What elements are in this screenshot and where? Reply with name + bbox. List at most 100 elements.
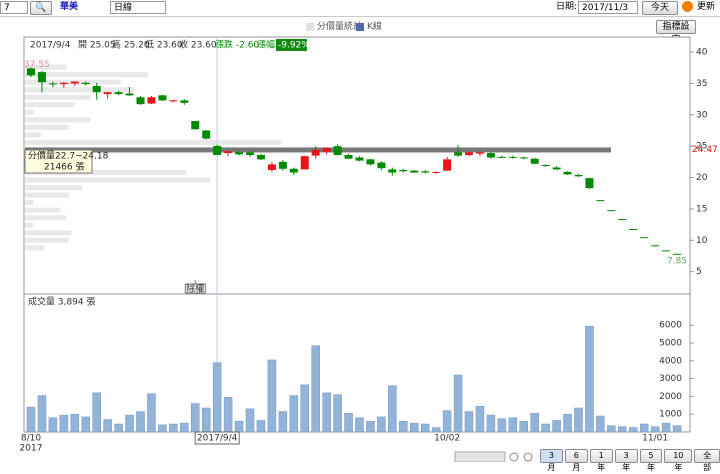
price-volume-bar [25, 79, 121, 85]
range-button[interactable]: 5年 [639, 449, 663, 472]
header-value: 收 23.60 [179, 39, 217, 51]
candle-body [125, 93, 134, 96]
candle-body [256, 154, 265, 160]
candle-body [629, 229, 638, 230]
period-select[interactable]: 日線 [110, 1, 166, 14]
y-tick-label: 20 [696, 173, 708, 183]
price-volume-bar [25, 222, 34, 228]
volume-bar [311, 345, 320, 433]
search-button[interactable]: 🔍 [30, 1, 52, 15]
volume-bar [431, 427, 441, 433]
stock-code[interactable]: 7 [0, 1, 28, 14]
volume-bar [563, 413, 572, 433]
refresh-button[interactable]: 更新 [697, 2, 716, 12]
range-button[interactable]: 6月 [564, 449, 588, 472]
legend-label: 分價量統計 [317, 22, 363, 32]
candle-body [465, 152, 473, 155]
header-value: 高 25.20 [112, 39, 150, 51]
plot-frame [23, 36, 691, 433]
volume-tick-label: 1000 [659, 410, 682, 420]
volume-bar [333, 394, 342, 433]
volume-bar [201, 407, 211, 433]
volume-bar [92, 392, 101, 433]
candle-body [596, 200, 605, 202]
volume-tick-label: 2000 [659, 392, 682, 402]
volume-bar [256, 420, 266, 433]
volume-bar [574, 407, 583, 433]
candle-body [180, 100, 189, 103]
candle-body [651, 245, 660, 247]
candle-body [410, 170, 419, 173]
volume-bar [650, 426, 660, 433]
y-tick-label: 25 [696, 142, 707, 152]
volume-bar [48, 417, 58, 433]
volume-bar [103, 419, 112, 433]
today-button[interactable]: 今天 [642, 1, 678, 15]
volume-bar [596, 415, 605, 433]
range-button[interactable]: 3月 [540, 449, 563, 472]
candle-body [366, 159, 375, 165]
volume-bar [639, 423, 649, 433]
price-volume-bar [25, 72, 148, 78]
candle-body [278, 161, 287, 169]
candle-body [486, 153, 495, 158]
candle-body [224, 151, 233, 154]
candle-body [640, 237, 649, 239]
candle-body [202, 130, 211, 139]
candle-body [508, 156, 517, 158]
change-pct-box [276, 39, 307, 51]
candle-body [114, 92, 123, 95]
volume-bar [629, 427, 638, 433]
candle-body [541, 165, 550, 166]
volume-bar [81, 416, 90, 433]
volume-bar [486, 414, 496, 433]
volume-bar [366, 421, 375, 433]
volume-bar [26, 406, 36, 433]
price-volume-bar [25, 139, 282, 145]
event-label: 除權 [186, 283, 204, 295]
price-volume-bar [25, 207, 61, 213]
volume-bar [59, 414, 69, 433]
volume-bar [322, 392, 331, 433]
candle-body [235, 152, 244, 155]
candle-body [475, 152, 484, 154]
date-select[interactable]: 2017/11/3 [578, 1, 638, 14]
y-tick-label: 5 [696, 267, 702, 277]
volume-bar [607, 425, 616, 433]
price-volume-bar [25, 102, 75, 108]
candle-body [607, 210, 616, 212]
date-label: 日期: [556, 2, 578, 12]
volume-bar [245, 408, 255, 433]
range-button[interactable]: 1年 [589, 449, 613, 472]
candle-body [48, 83, 57, 85]
indicator-button[interactable]: 指標設定 [656, 20, 696, 45]
candle-body [673, 253, 682, 255]
y-tick-label: 30 [696, 110, 708, 120]
volume-bar [37, 395, 47, 433]
candle-body [432, 171, 441, 173]
volume-bar [267, 359, 277, 433]
volume-bar [377, 416, 386, 433]
volume-bar [234, 421, 244, 433]
range-button[interactable]: 3年 [614, 449, 638, 472]
cursor-date: 2017/9/4 [197, 434, 238, 444]
candle-body [289, 168, 298, 173]
volume-bar [191, 403, 200, 433]
candle-body [563, 171, 572, 175]
y-tick-label: 40 [696, 48, 708, 58]
volume-tick-label: 4000 [659, 356, 682, 366]
chart: 5 10 15 20 25 30 35 40 1000 2000 3000 4000 5000 6000 2… [20, 36, 718, 462]
candle-body [574, 175, 583, 177]
volume-bar [410, 422, 419, 433]
range-button[interactable]: 全部 [694, 449, 720, 472]
candle-body [37, 72, 46, 83]
candle-body [191, 121, 200, 130]
price-volume-bar [25, 245, 45, 251]
range-button[interactable]: 10年 [664, 449, 693, 472]
refresh-icon[interactable] [682, 1, 693, 12]
price-volume-bar [25, 117, 91, 123]
candle-body [27, 68, 35, 76]
candle-body [267, 164, 276, 171]
volume-tick-label: 3000 [659, 374, 682, 384]
range-buttons: 3月 6月 1年 3年 5年 10年 全部 [540, 449, 720, 472]
